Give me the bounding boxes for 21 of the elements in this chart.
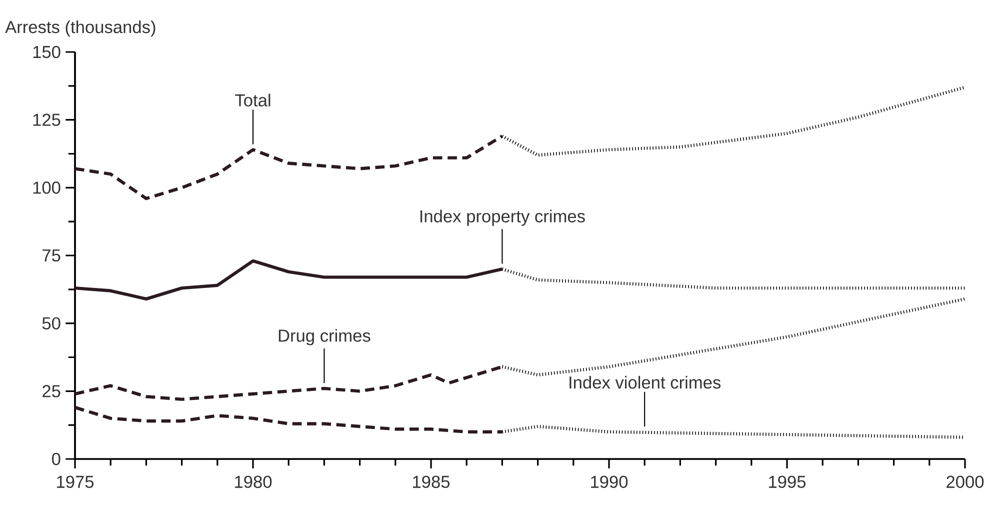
- annotation: Total: [235, 94, 270, 106]
- x-tick-label: 1995: [769, 476, 806, 488]
- y-tick-label: 125: [33, 114, 60, 126]
- annotation: Index violent crimes: [570, 376, 721, 389]
- y-axis-title: Arrests (thousands): [5, 20, 156, 37]
- x-tick-label: 1985: [413, 476, 450, 488]
- x-tick-label: 1980: [235, 476, 272, 488]
- y-tick-label: 75: [42, 249, 60, 262]
- y-tick-label: 0: [52, 452, 60, 466]
- y-tick-label: 25: [42, 385, 60, 398]
- y-tick-label: 50: [42, 317, 60, 330]
- y-tick-label: 100: [33, 182, 60, 194]
- x-tick-label: 1990: [591, 476, 628, 488]
- annotation: Index property crimes: [420, 210, 585, 226]
- x-tick-label: 1975: [57, 476, 94, 488]
- line-series: [500, 86, 967, 157]
- x-tick-label: 2000: [946, 476, 984, 488]
- y-tick-label: 150: [33, 46, 60, 58]
- line-series: [500, 297, 967, 376]
- line-series: [73, 134, 504, 200]
- annotation: Drug crimes: [278, 329, 370, 346]
